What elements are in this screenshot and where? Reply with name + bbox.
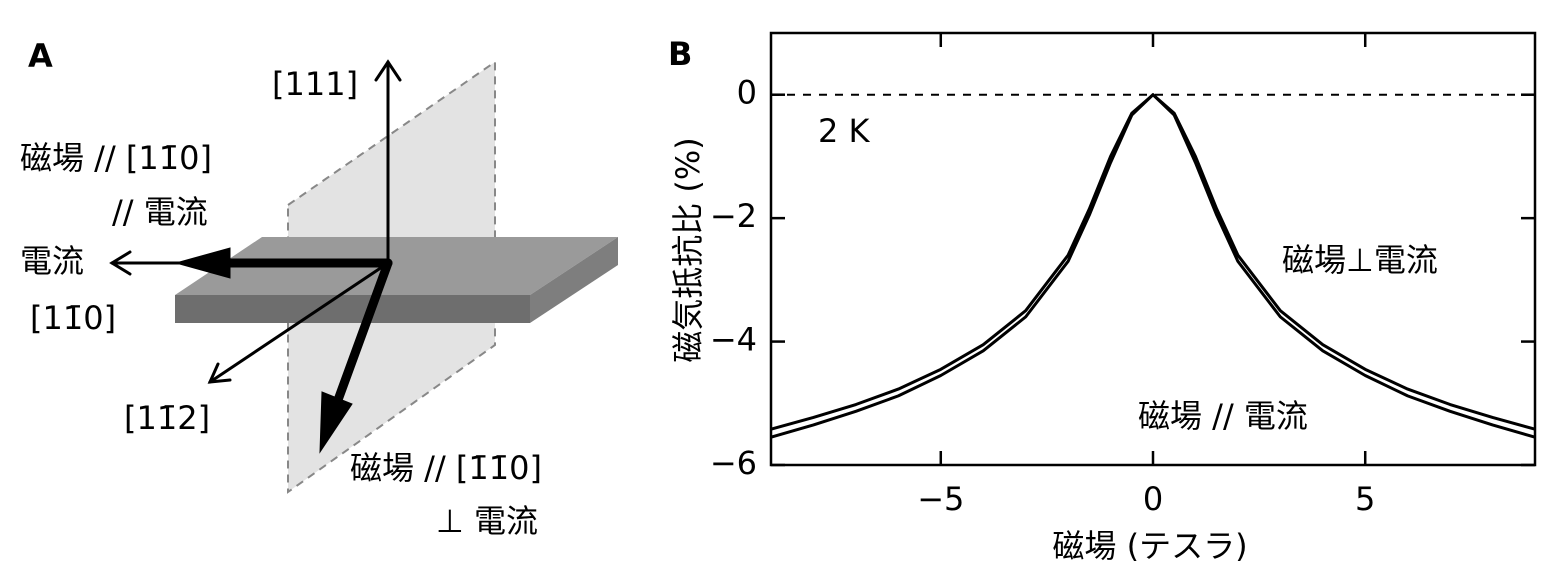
axis-label: [11̄2] — [124, 399, 210, 437]
panel-label: B — [668, 35, 692, 73]
x-tick-label: −5 — [917, 480, 964, 518]
y-tick-label: −2 — [710, 197, 757, 235]
axis-label: // 電流 — [112, 193, 208, 231]
y-tick-label: −4 — [710, 321, 757, 359]
y-tick-label: −6 — [710, 444, 757, 482]
arrows — [109, 59, 402, 454]
y-tick-label: 0 — [737, 74, 757, 112]
series-label: 磁場 // 電流 — [1138, 397, 1308, 435]
slab-side — [530, 237, 618, 323]
series-label: 磁場⊥電流 — [1282, 241, 1438, 279]
y-axis-label: 磁気抵抗比 (%) — [669, 137, 707, 363]
slab-top — [175, 237, 618, 295]
data-line — [770, 93, 1536, 439]
x-tick-label: 0 — [1143, 480, 1163, 518]
annotation: 2 K — [818, 112, 871, 150]
x-tick-label: 5 — [1355, 480, 1375, 518]
panel-label: A — [28, 37, 53, 75]
axis-label: ⊥ 電流 — [436, 502, 538, 540]
axis-label: [111] — [272, 65, 358, 103]
axis-label: [11̄0] — [30, 299, 116, 337]
x-axis-label: 磁場 (テスラ) — [1052, 527, 1247, 565]
slab-front — [175, 295, 530, 323]
axis-label: 磁場 // [1̄1̄0] — [350, 449, 542, 487]
axis-label: 磁場 // [11̄0] — [20, 139, 212, 177]
axis-label: 電流 — [20, 242, 84, 280]
